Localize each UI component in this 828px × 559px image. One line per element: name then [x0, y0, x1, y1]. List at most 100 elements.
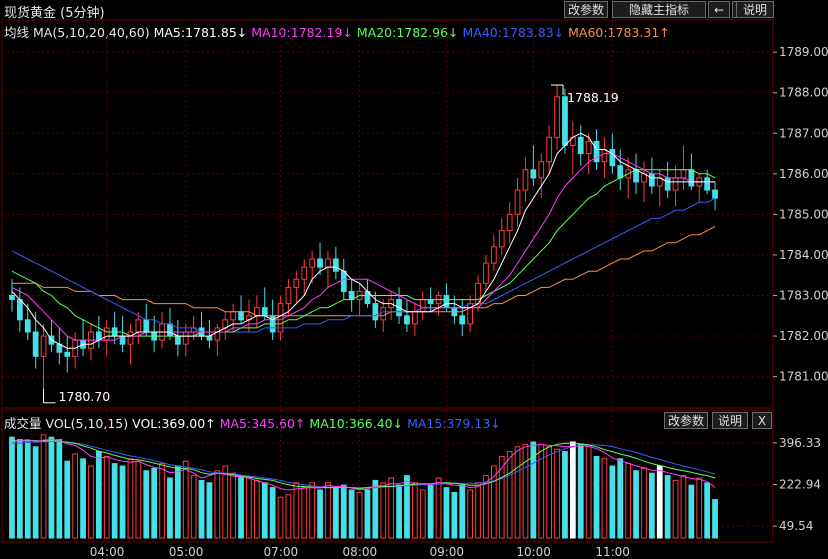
- hide-main-indicator-button[interactable]: 隐藏主指标: [612, 1, 706, 18]
- volume-bar: [609, 465, 616, 539]
- candle-body: [506, 213, 513, 232]
- candle-body: [127, 331, 134, 345]
- volume-bar: [253, 479, 260, 539]
- candle-body: [261, 307, 268, 317]
- volume-bar: [143, 470, 150, 539]
- volume-bar: [238, 475, 244, 539]
- candle-body: [182, 331, 189, 345]
- candle-body: [577, 136, 584, 155]
- volume-bar: [135, 460, 142, 539]
- candle-body: [617, 165, 624, 179]
- volume-bar: [246, 477, 252, 539]
- volume-bar: [285, 494, 292, 539]
- candle-body: [601, 149, 608, 163]
- volume-bar: [562, 451, 568, 539]
- volume-bar: [190, 475, 197, 539]
- volume-bar: [419, 489, 426, 539]
- time-tick-label: 09:00: [429, 545, 464, 559]
- volume-bar: [40, 434, 47, 539]
- volume-bar: [641, 467, 647, 539]
- candle-body: [498, 230, 505, 248]
- candle-body: [483, 262, 489, 284]
- candle-body: [633, 169, 639, 183]
- volume-bar: [309, 482, 316, 539]
- candle-body: [672, 177, 679, 191]
- candle-body: [585, 140, 592, 155]
- volume-bar: [159, 463, 165, 539]
- vol-y-tick-label: 396.33: [779, 436, 821, 450]
- volume-bar: [119, 465, 126, 539]
- volume-bar: [435, 477, 442, 539]
- time-tick-label: 10:00: [516, 545, 551, 559]
- volume-bar: [443, 487, 450, 539]
- volume-bar: [111, 463, 118, 539]
- vol-legend-params: VOL(5,10,15): [45, 416, 129, 431]
- candle-body: [238, 311, 244, 321]
- volume-bar: [198, 479, 205, 539]
- volume-bar: [356, 491, 363, 539]
- candle-body: [380, 307, 387, 321]
- volume-bar: [72, 453, 79, 539]
- candle-body: [490, 246, 497, 264]
- volume-bar: [696, 477, 703, 539]
- vol-help-button[interactable]: 说明: [712, 412, 748, 429]
- volume-bar: [411, 482, 418, 539]
- ma-legend-label: 均线: [4, 25, 30, 40]
- main-y-tick-label: 1784.00: [779, 248, 828, 262]
- ma5-value: MA5:1781.85↓: [153, 25, 248, 40]
- volume-bar: [617, 458, 624, 539]
- volume-bar: [9, 436, 15, 539]
- volume-bar: [672, 479, 679, 539]
- volume-bar: [554, 448, 560, 539]
- ma40-value: MA40:1783.83↓: [462, 25, 565, 40]
- volume-bar: [680, 475, 687, 539]
- volume-bar: [712, 499, 718, 539]
- candle-body: [9, 295, 15, 301]
- candle-body: [593, 140, 600, 163]
- time-tick-label: 08:00: [343, 545, 378, 559]
- volume-bar: [625, 463, 632, 539]
- ma10-line: [11, 153, 716, 341]
- main-y-tick-label: 1789.00: [779, 45, 828, 59]
- candle-body: [459, 315, 466, 325]
- ma20-value: MA20:1782.96↓: [356, 25, 459, 40]
- candle-body: [293, 278, 300, 288]
- help-button[interactable]: 说明: [736, 1, 774, 18]
- candle-body: [443, 295, 450, 309]
- candle-body: [174, 335, 181, 345]
- volume-bar: [656, 465, 663, 539]
- vol-value: VOL:369.00↑: [132, 416, 216, 431]
- main-y-tick-label: 1782.00: [779, 329, 828, 343]
- vol-ma5-value: MA5:345.60↑: [219, 416, 306, 431]
- volume-bar: [704, 482, 711, 539]
- volume-bar: [56, 439, 63, 539]
- ma-legend: 均线 MA(5,10,20,40,60) MA5:1781.85↓ MA10:1782…: [4, 22, 674, 41]
- candle-body: [427, 299, 434, 305]
- volume-bar: [127, 458, 134, 539]
- candle-body: [103, 327, 110, 341]
- volume-bar: [301, 487, 308, 539]
- volume-bar: [546, 446, 553, 539]
- edit-params-button[interactable]: 改参数: [564, 1, 608, 18]
- vol-edit-params-button[interactable]: 改参数: [664, 412, 708, 429]
- volume-bar: [498, 455, 505, 539]
- candle-body: [712, 189, 718, 199]
- volume-bar: [506, 451, 513, 539]
- candle-body: [538, 161, 545, 179]
- candle-body: [664, 177, 671, 191]
- arrow-left-icon[interactable]: ←: [708, 1, 730, 18]
- vol-ma5-line: [11, 439, 716, 491]
- candle-body: [135, 319, 142, 333]
- candle-body: [340, 270, 347, 292]
- time-tick-label: 05:00: [169, 545, 204, 559]
- candle-body: [230, 311, 237, 321]
- main-y-tick-label: 1786.00: [779, 167, 828, 181]
- ma-legend-params: MA(5,10,20,40,60): [33, 25, 150, 40]
- vol-close-icon[interactable]: X: [752, 412, 772, 429]
- candle-body: [214, 327, 221, 341]
- candle-body: [309, 258, 316, 268]
- candle-body: [609, 149, 616, 167]
- candle-body: [332, 258, 339, 272]
- ma5-line: [11, 132, 716, 349]
